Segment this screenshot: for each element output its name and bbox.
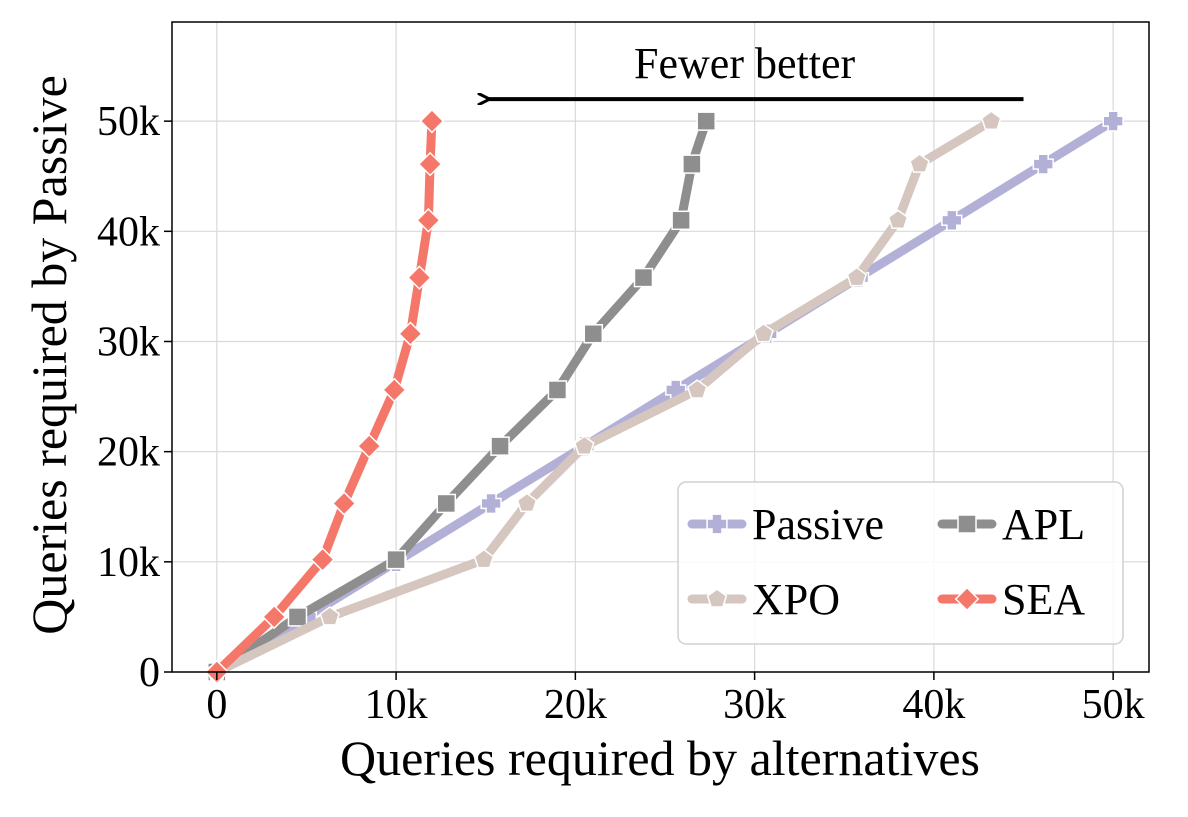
data-point-xpo	[753, 322, 774, 343]
data-point-xpo	[516, 492, 538, 513]
data-point-sea	[261, 604, 287, 630]
data-point-apl	[490, 436, 510, 456]
data-point-apl	[633, 267, 654, 288]
series-apl	[207, 111, 716, 682]
data-point-xpo	[473, 548, 495, 569]
data-point-sea	[419, 108, 445, 134]
data-point-apl	[583, 324, 604, 344]
data-point-sea	[417, 151, 443, 177]
data-point-xpo	[319, 606, 341, 626]
data-point-sea	[407, 265, 432, 290]
data-point-apl	[287, 607, 308, 627]
data-point-xpo	[846, 266, 868, 287]
legend-item-apl: APL	[937, 500, 1085, 549]
series-xpo	[206, 110, 1002, 681]
y-tick-label: 40k	[97, 209, 160, 255]
data-point-sea	[356, 433, 382, 459]
data-point-sea	[398, 321, 423, 347]
data-point-xpo	[909, 153, 930, 173]
legend-item-xpo: XPO	[687, 575, 840, 624]
data-point-apl	[671, 210, 691, 231]
legend-item-passive: Passive	[687, 500, 884, 549]
data-point-apl	[696, 111, 716, 131]
legend-marker	[954, 586, 980, 612]
x-tick-label: 30k	[723, 682, 786, 728]
x-axis-title: Queries required by alternatives	[340, 730, 980, 786]
data-point-apl	[547, 380, 568, 400]
plot-frame	[171, 21, 1150, 673]
y-tick-label: 10k	[97, 540, 160, 586]
data-point-xpo	[887, 209, 909, 230]
x-tick-label: 0	[206, 682, 227, 728]
ticks: 0 10k 20k 30k 40k 50k 0 10k 20k 30k 40k 50k	[97, 99, 1145, 728]
data-point-passive	[1102, 110, 1124, 132]
legend-label: Passive	[752, 500, 884, 549]
data-point-xpo	[686, 379, 708, 399]
legend-marker	[957, 514, 977, 534]
data-point-sea	[416, 207, 441, 233]
data-point-xpo	[980, 110, 1002, 130]
data-point-apl	[436, 493, 457, 514]
y-tick-label: 0	[139, 650, 160, 696]
legend-label: XPO	[752, 575, 840, 624]
legend-item-sea: SEA	[937, 575, 1085, 624]
x-tick-label: 40k	[902, 682, 965, 728]
legend-box	[677, 481, 1124, 645]
annotation: Fewer better	[488, 39, 1024, 99]
series-line-apl	[212, 116, 711, 677]
legend-label: APL	[1002, 500, 1085, 549]
y-tick-label: 20k	[97, 430, 160, 476]
data-point-passive	[1032, 153, 1054, 175]
data-point-apl	[386, 549, 406, 570]
legend-marker	[706, 513, 728, 535]
y-axis-title: Queries required by Passive	[21, 75, 77, 635]
legend-label: SEA	[1002, 575, 1085, 624]
x-tick-label: 20k	[544, 682, 607, 728]
data-point-passive	[480, 492, 502, 515]
data-point-passive	[941, 209, 963, 231]
data-point-xpo	[574, 435, 595, 455]
legend-marker	[706, 588, 728, 608]
series-layer	[204, 108, 1124, 685]
annotation-text: Fewer better	[634, 39, 855, 88]
data-point-sea	[381, 377, 407, 403]
data-point-apl	[682, 154, 702, 174]
x-tick-label: 50k	[1082, 682, 1145, 728]
legend: Passive APL XPO SEA	[677, 481, 1124, 645]
y-tick-label: 30k	[97, 319, 160, 365]
x-tick-label: 10k	[365, 682, 428, 728]
data-point-sea	[310, 547, 335, 572]
series-sea	[204, 108, 445, 685]
data-point-sea	[331, 491, 357, 516]
y-tick-label: 50k	[97, 99, 160, 145]
